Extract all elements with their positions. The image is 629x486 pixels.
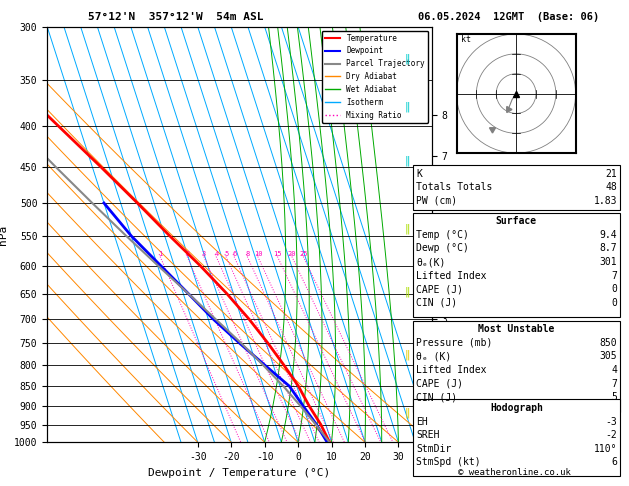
Text: 06.05.2024  12GMT  (Base: 06): 06.05.2024 12GMT (Base: 06) <box>418 12 599 22</box>
Text: K: K <box>416 169 422 179</box>
X-axis label: Dewpoint / Temperature (°C): Dewpoint / Temperature (°C) <box>148 468 331 478</box>
Text: kt: kt <box>460 35 470 44</box>
Text: -2: -2 <box>605 430 617 440</box>
Text: 8.7: 8.7 <box>599 243 617 254</box>
Text: CAPE (J): CAPE (J) <box>416 379 464 389</box>
Text: CIN (J): CIN (J) <box>416 392 457 402</box>
Text: 6: 6 <box>611 457 617 468</box>
Text: Lifted Index: Lifted Index <box>416 365 487 375</box>
Text: 0: 0 <box>611 284 617 295</box>
Y-axis label: km
ASL: km ASL <box>450 226 472 243</box>
Text: 301: 301 <box>599 257 617 267</box>
Text: StmSpd (kt): StmSpd (kt) <box>416 457 481 468</box>
Text: © weatheronline.co.uk: © weatheronline.co.uk <box>458 468 571 477</box>
Text: Pressure (mb): Pressure (mb) <box>416 338 493 348</box>
Text: 850: 850 <box>599 338 617 348</box>
Text: CIN (J): CIN (J) <box>416 298 457 308</box>
Legend: Temperature, Dewpoint, Parcel Trajectory, Dry Adiabat, Wet Adiabat, Isotherm, Mi: Temperature, Dewpoint, Parcel Trajectory… <box>322 31 428 122</box>
Text: 4: 4 <box>611 365 617 375</box>
Text: 5: 5 <box>611 392 617 402</box>
Text: Hodograph: Hodograph <box>490 403 543 413</box>
Text: ‖: ‖ <box>405 155 410 166</box>
Text: θₑ (K): θₑ (K) <box>416 351 452 362</box>
Text: 57°12'N  357°12'W  54m ASL: 57°12'N 357°12'W 54m ASL <box>88 12 264 22</box>
Text: SREH: SREH <box>416 430 440 440</box>
Text: ‖: ‖ <box>405 223 410 234</box>
Text: 8: 8 <box>245 251 250 257</box>
Text: 20: 20 <box>288 251 296 257</box>
Text: ‖: ‖ <box>405 408 410 418</box>
Text: Surface: Surface <box>496 216 537 226</box>
Text: Most Unstable: Most Unstable <box>478 324 555 334</box>
Text: 1.83: 1.83 <box>594 196 617 206</box>
Text: 7: 7 <box>611 379 617 389</box>
Text: 25: 25 <box>299 251 308 257</box>
Text: Dewp (°C): Dewp (°C) <box>416 243 469 254</box>
Text: 48: 48 <box>605 182 617 192</box>
Text: 1: 1 <box>159 251 162 257</box>
Text: EH: EH <box>416 417 428 427</box>
Text: θₑ(K): θₑ(K) <box>416 257 446 267</box>
Text: 7: 7 <box>611 271 617 281</box>
Text: 4: 4 <box>214 251 218 257</box>
Text: ‖: ‖ <box>405 53 410 64</box>
Text: Totals Totals: Totals Totals <box>416 182 493 192</box>
Text: ‖: ‖ <box>405 286 410 297</box>
Text: Lifted Index: Lifted Index <box>416 271 487 281</box>
Text: 9.4: 9.4 <box>599 230 617 240</box>
Y-axis label: hPa: hPa <box>0 225 8 244</box>
Text: 10: 10 <box>254 251 262 257</box>
Text: ‖: ‖ <box>405 349 410 360</box>
Text: 5: 5 <box>224 251 228 257</box>
Text: PW (cm): PW (cm) <box>416 196 457 206</box>
Text: 305: 305 <box>599 351 617 362</box>
Text: 0: 0 <box>611 298 617 308</box>
Text: LCL: LCL <box>436 437 454 447</box>
Text: Temp (°C): Temp (°C) <box>416 230 469 240</box>
Text: 6: 6 <box>232 251 237 257</box>
Text: 2: 2 <box>186 251 189 257</box>
Text: -3: -3 <box>605 417 617 427</box>
Text: 110°: 110° <box>594 444 617 454</box>
Text: CAPE (J): CAPE (J) <box>416 284 464 295</box>
Text: ‖: ‖ <box>405 102 410 112</box>
Text: 15: 15 <box>274 251 282 257</box>
Text: 21: 21 <box>605 169 617 179</box>
Text: 3: 3 <box>202 251 206 257</box>
Text: StmDir: StmDir <box>416 444 452 454</box>
